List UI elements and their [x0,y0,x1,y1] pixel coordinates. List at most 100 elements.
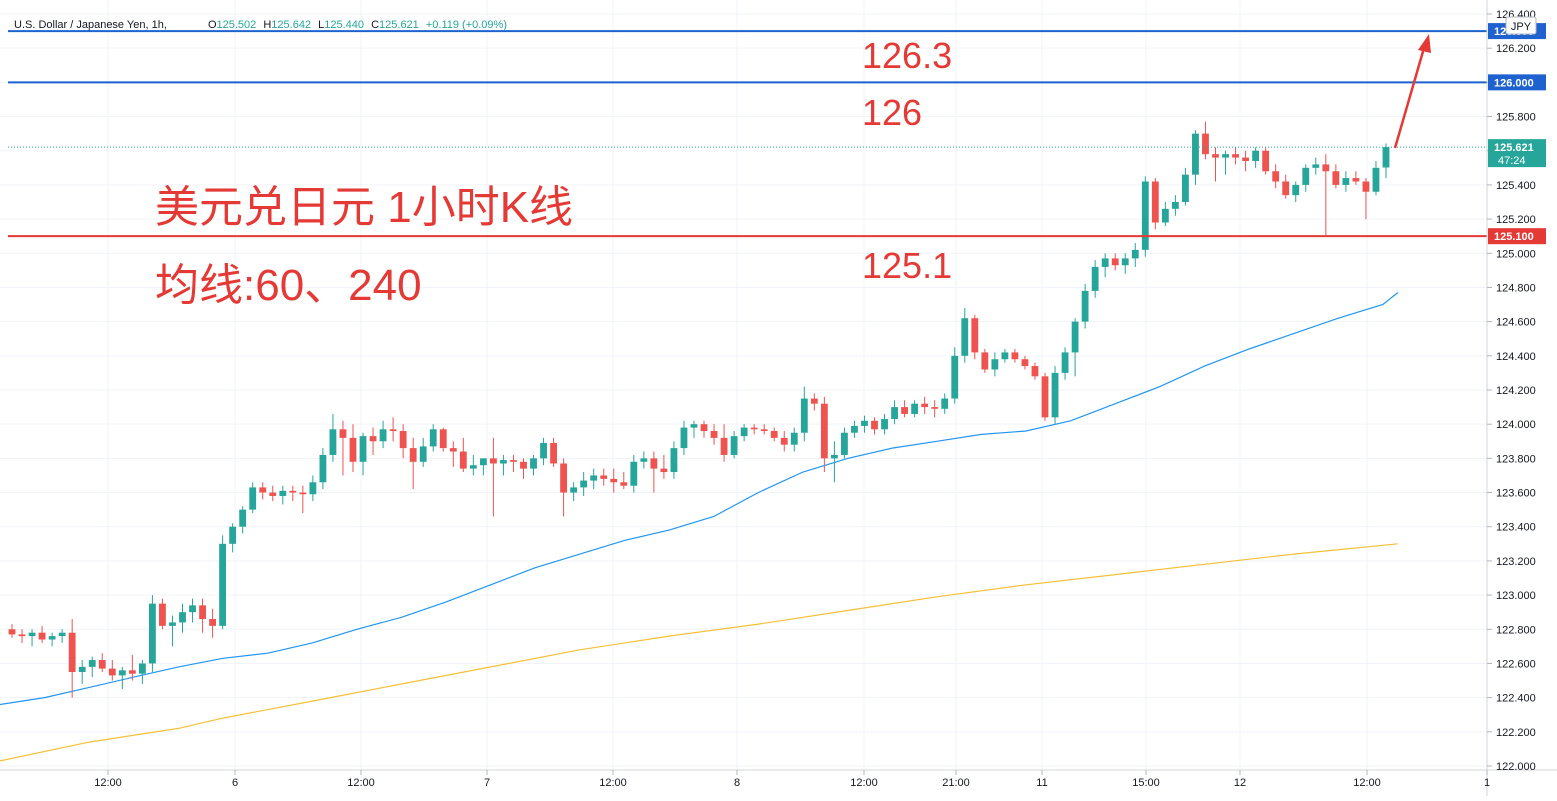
candle-body [78,666,86,672]
candle [790,427,798,452]
candle [1232,147,1239,165]
candle-body [1151,181,1159,223]
candle [1372,160,1380,196]
annotation-title: 美元兑日元 1小时K线 [155,183,573,232]
candle [520,458,527,479]
candle-body [1352,178,1360,182]
candle-body [810,398,818,404]
candle [1352,171,1360,185]
price-label-current: 125.621 [1494,142,1534,154]
candle-body [901,407,909,414]
price-tick-label: 123.200 [1496,556,1536,568]
candle [1051,366,1059,425]
time-axis[interactable]: 12:00 6 12:00 7 12:00 8 12:00 21:00 11 15:00 12 12:… [94,770,1490,789]
candle-body [429,429,437,447]
annotation-level-126: 126 [862,92,922,133]
candle [800,386,808,442]
candle-body [179,612,186,623]
candle [1161,202,1169,226]
candle-body [1372,167,1380,192]
candle-body [459,451,467,469]
candle [1242,150,1250,172]
price-tick-label: 124.600 [1496,317,1536,329]
candle-body [48,636,56,640]
candle [720,424,728,462]
candle-body [58,632,66,637]
candle-body [1071,321,1079,353]
candle-body [409,448,417,462]
candle [58,629,66,643]
candle-body [299,492,307,495]
candle-body [1202,133,1209,155]
price-label-125-1-bg [1488,228,1546,245]
candle [259,482,267,500]
candle-body [1382,147,1390,168]
candle-body [148,603,156,664]
candle [1081,284,1089,329]
candle-body [800,398,808,433]
candle [680,420,688,455]
currency-badge-bg[interactable] [1505,16,1537,35]
candle [28,629,36,647]
time-tick-label: 12:00 [850,777,878,789]
candle-body [159,603,166,626]
candle [449,441,457,467]
candle [1031,362,1039,380]
candle [871,417,878,435]
candle-body [449,448,457,452]
candle [660,454,668,479]
candle [1282,174,1290,199]
candle-body [269,492,277,496]
candle-body [650,458,658,469]
candle [239,506,247,534]
candle-body [991,359,999,370]
candle [740,424,748,442]
trend-arrow-line [1393,47,1426,149]
trend-arrow-head [1418,34,1431,53]
candles-layer [8,121,1390,698]
candle [48,632,56,647]
price-tick-label: 122.800 [1496,624,1536,636]
candle [128,654,136,681]
annotation-level-126-3: 126.3 [862,35,952,76]
candle-body [630,461,638,486]
candle [991,352,999,377]
candle [600,468,608,486]
candle-body [489,458,497,464]
candle-body [8,629,16,635]
high-label: H [263,19,271,31]
candle [459,437,467,473]
candle [820,396,828,473]
candle [1151,178,1159,230]
candle-body [1111,258,1119,266]
candle-body [500,460,507,464]
candle-body [1091,266,1099,291]
currency-badge[interactable]: JPY [1511,21,1532,33]
candle [269,485,277,502]
price-axis[interactable]: 126.400126.200126.000125.800125.600125.4… [1487,9,1536,773]
candle [1021,355,1029,370]
candle-body [1061,352,1069,373]
candle [670,441,678,479]
annotation-ma-periods: 均线:60、240 [155,261,422,310]
candle [1262,147,1270,175]
candle [439,427,447,452]
ma60-line [0,292,1399,706]
candle-body [169,622,176,626]
ma240-layer [0,543,1398,762]
candle [219,535,227,630]
candle-body [510,460,517,462]
candle-body [469,465,477,469]
candle [971,314,979,360]
candle-body [1121,258,1129,266]
candle-body [379,429,387,442]
price-tick-label: 125.200 [1496,214,1536,226]
candle-body [319,454,327,483]
candle-body [861,420,868,426]
candle-body [690,424,698,428]
candle [1192,130,1199,185]
candle-body [760,429,768,432]
candle [1001,348,1009,363]
candle [389,417,397,442]
